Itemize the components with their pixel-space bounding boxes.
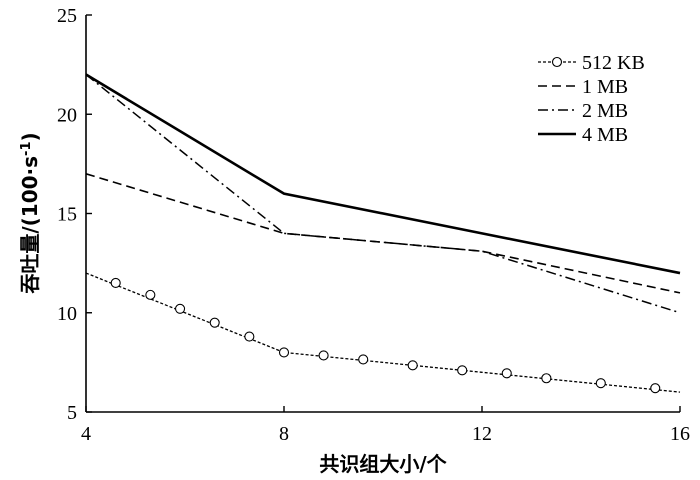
data-point-marker bbox=[175, 303, 186, 314]
data-point-marker bbox=[457, 365, 468, 376]
data-point-marker bbox=[358, 354, 369, 365]
series-line-2-mb bbox=[85, 73, 681, 314]
x-axis-label: 共识组大小/个 bbox=[319, 452, 447, 476]
y-axis-label: 吞吐量/(100·s-1) bbox=[18, 132, 42, 293]
x-tick-label: 16 bbox=[670, 423, 690, 445]
data-point-marker bbox=[244, 331, 255, 342]
y-tick-label: 20 bbox=[57, 104, 77, 126]
data-point-marker bbox=[501, 368, 512, 379]
series bbox=[85, 73, 681, 394]
y-axis-label-main: 吞吐量/(100·s bbox=[18, 156, 42, 294]
data-point-marker bbox=[407, 360, 418, 371]
data-point-marker bbox=[145, 289, 156, 300]
x-tick-label: 12 bbox=[472, 423, 492, 445]
data-point-marker bbox=[278, 347, 290, 358]
x-tick-label: 4 bbox=[81, 423, 91, 445]
ticks: 4 8 12 16 5 10 15 20 25 bbox=[57, 5, 690, 445]
legend-marker bbox=[551, 56, 563, 68]
data-point-marker bbox=[110, 277, 121, 289]
legend: 512 KB1 MB2 MB4 MB bbox=[538, 52, 645, 146]
y-axis-label-end: ) bbox=[18, 132, 42, 141]
series-line-1-mb bbox=[85, 173, 681, 294]
y-tick-label: 15 bbox=[57, 204, 77, 226]
data-point-marker bbox=[595, 378, 606, 389]
data-point-marker bbox=[209, 317, 220, 328]
legend-label: 2 MB bbox=[582, 100, 628, 122]
legend-label: 1 MB bbox=[582, 76, 628, 98]
legend-label: 512 KB bbox=[582, 52, 645, 74]
y-tick-label: 10 bbox=[57, 303, 77, 325]
x-tick-label: 8 bbox=[279, 423, 289, 445]
data-point-marker bbox=[318, 350, 329, 361]
y-tick-label: 25 bbox=[57, 5, 77, 27]
data-point-marker bbox=[541, 373, 552, 384]
y-axis-label-superscript: -1 bbox=[19, 141, 34, 155]
legend-label: 4 MB bbox=[582, 124, 628, 146]
data-point-marker bbox=[650, 383, 661, 394]
series-line-4-mb bbox=[85, 73, 681, 275]
y-tick-label: 5 bbox=[67, 402, 77, 424]
series-line-512-kb bbox=[85, 272, 681, 393]
